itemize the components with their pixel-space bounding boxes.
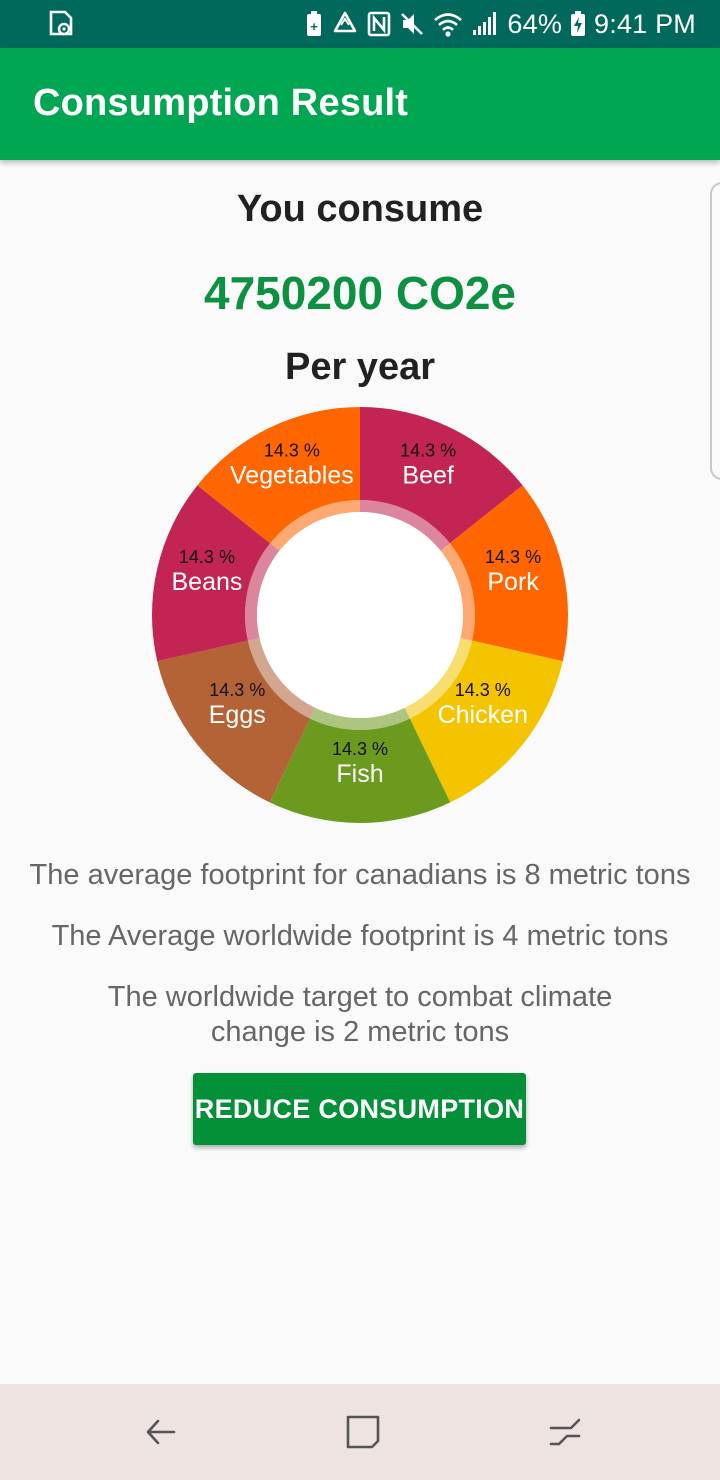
slice-percent-label: 14.3 % xyxy=(485,547,541,567)
slice-percent-label: 14.3 % xyxy=(455,680,511,700)
slice-eggs[interactable] xyxy=(157,640,311,803)
page-title: Consumption Result xyxy=(33,82,409,124)
sim-card-icon xyxy=(49,10,73,36)
slice-ring-beef xyxy=(360,500,450,551)
mute-icon xyxy=(401,13,424,35)
consumption-amount: 4750200 CO2e xyxy=(203,267,517,319)
signal-icon xyxy=(473,12,497,35)
home-square-icon[interactable] xyxy=(339,1408,387,1456)
slice-category-label: Eggs xyxy=(209,701,266,729)
recycle-icon xyxy=(334,11,357,33)
slice-category-label: Pork xyxy=(487,568,539,596)
slice-percent-label: 14.3 % xyxy=(264,441,320,461)
slice-category-label: Vegetables xyxy=(230,462,354,490)
svg-text:+: + xyxy=(311,19,319,34)
slice-category-label: Beans xyxy=(171,568,242,596)
slice-ring-fish xyxy=(310,707,410,730)
slice-category-label: Fish xyxy=(336,760,383,788)
status-bar: + 64% xyxy=(0,0,720,48)
slice-percent-label: 14.3 % xyxy=(179,547,235,567)
reduce-consumption-button[interactable]: REDUCE CONSUMPTION xyxy=(193,1073,526,1145)
slice-beef[interactable] xyxy=(360,407,523,544)
canada-average-text: The average footprint for canadians is 8… xyxy=(29,859,691,891)
app-bar: Consumption Result xyxy=(0,48,720,160)
slice-percent-label: 14.3 % xyxy=(332,739,388,759)
slice-percent-label: 14.3 % xyxy=(400,441,456,461)
slice-percent-label: 14.3 % xyxy=(209,680,265,700)
slice-category-label: Chicken xyxy=(438,701,528,729)
slice-vegetables[interactable] xyxy=(197,407,360,544)
clock: 9:41 PM xyxy=(594,8,696,39)
battery-saver-icon: + xyxy=(307,11,322,36)
slice-ring-pork xyxy=(440,543,475,641)
battery-percent: 64% xyxy=(507,8,563,39)
nfc-icon xyxy=(368,11,391,37)
back-arrow-icon[interactable] xyxy=(138,1408,186,1456)
consumption-period: Per year xyxy=(284,346,435,388)
consumption-label: You consume xyxy=(236,188,484,230)
navigation-bar xyxy=(0,1384,720,1480)
battery-charging-icon xyxy=(571,11,586,36)
slice-beans[interactable] xyxy=(152,485,271,662)
slice-chicken[interactable] xyxy=(409,640,563,803)
recent-apps-icon[interactable] xyxy=(541,1408,589,1456)
wifi-icon xyxy=(434,13,463,37)
slice-pork[interactable] xyxy=(449,485,569,662)
slice-ring-vegetables xyxy=(270,500,360,551)
slice-ring-chicken xyxy=(404,637,473,719)
slice-ring-eggs xyxy=(247,637,316,719)
slice-fish[interactable] xyxy=(269,718,451,823)
worldwide-target-text: The worldwide target to combat climate c… xyxy=(107,981,613,1048)
donut-hole xyxy=(257,512,463,718)
slice-category-label: Beef xyxy=(402,462,453,490)
worldwide-average-text: The Average worldwide footprint is 4 met… xyxy=(51,920,669,952)
slice-ring-beans xyxy=(245,543,280,641)
